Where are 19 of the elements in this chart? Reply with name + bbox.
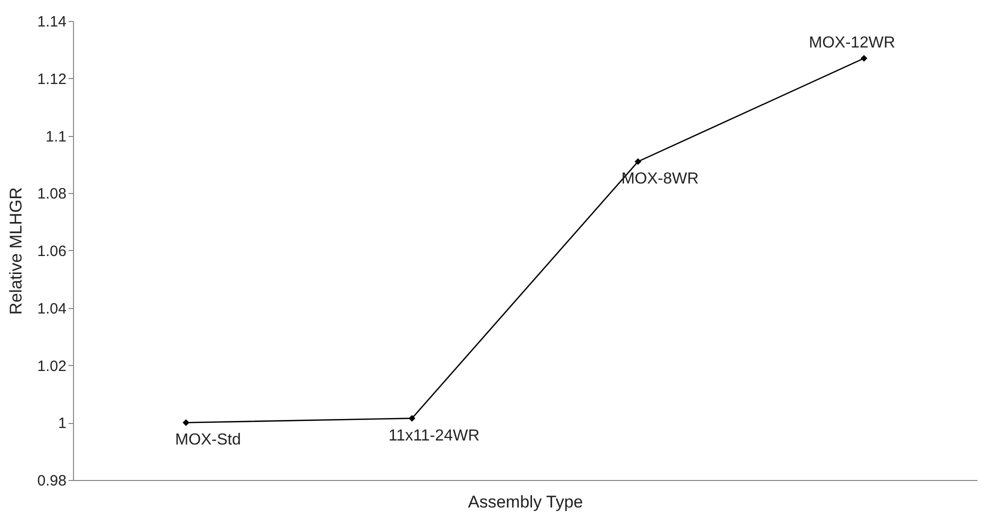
- point: [634, 158, 642, 165]
- x-axis-title: Assembly Type: [468, 492, 583, 512]
- y-axis-title: Relative MLHGR: [6, 187, 26, 315]
- y-tick-label: 1.02: [37, 358, 66, 375]
- x-tick-label: MOX-12WR: [808, 34, 896, 52]
- y-tick-label: 1.1: [46, 128, 66, 146]
- y-tick-label: 0.98: [37, 472, 66, 490]
- x-tick-label: 11x11-24WR: [388, 427, 480, 444]
- y-tick-label: 1: [58, 415, 66, 432]
- y-tick-label: 1.14: [37, 14, 66, 30]
- point: [408, 414, 416, 422]
- x-tick-label: MOX-Std: [175, 432, 241, 449]
- y-tick-label: 1.08: [37, 186, 66, 203]
- x-tick-label: MOX-8WR: [621, 170, 699, 188]
- y-tick-label: 1.06: [37, 243, 66, 260]
- point: [860, 54, 868, 62]
- point: [182, 419, 190, 426]
- y-tick-label: 1.04: [37, 300, 66, 318]
- y-tick-label: 1.12: [37, 70, 66, 88]
